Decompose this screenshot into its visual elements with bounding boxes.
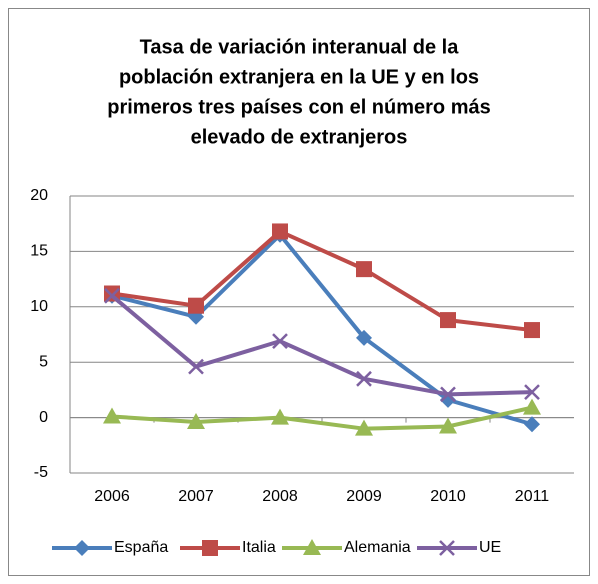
chart-title: elevado de extranjeros: [191, 126, 408, 148]
x-tick-label: 2009: [346, 488, 382, 505]
marker: [74, 540, 90, 556]
marker: [356, 261, 372, 278]
series-line: [111, 405, 533, 431]
marker: [524, 322, 540, 339]
legend-label: UE: [479, 539, 501, 556]
legend-label: España: [114, 539, 168, 556]
y-tick-label: 0: [39, 409, 48, 426]
marker: [188, 297, 204, 314]
series-line: [111, 229, 533, 333]
legend-label: Alemania: [344, 539, 411, 556]
marker: [524, 384, 540, 400]
x-tick-label: 2011: [515, 488, 550, 505]
marker: [271, 408, 289, 425]
marker: [272, 333, 288, 350]
marker: [356, 370, 372, 387]
marker: [202, 540, 218, 556]
chart-title: Tasa de variación interanual de la: [140, 36, 460, 58]
y-tick-label: 5: [39, 353, 48, 370]
x-tick-label: 2010: [430, 488, 466, 505]
marker: [303, 539, 321, 555]
marker: [187, 413, 205, 430]
marker: [439, 540, 455, 556]
chart-title: primeros tres países con el número más: [107, 96, 491, 118]
y-tick-label: 15: [30, 243, 48, 260]
marker: [355, 419, 373, 436]
x-tick-label: 2007: [178, 488, 214, 505]
x-tick-label: 2008: [262, 488, 298, 505]
marker: [104, 287, 120, 304]
marker: [103, 407, 121, 424]
marker: [188, 358, 204, 375]
marker: [272, 223, 288, 240]
marker: [440, 386, 456, 403]
marker: [439, 417, 457, 434]
y-tick-label: 20: [30, 187, 48, 204]
series-line: [111, 232, 533, 427]
y-tick-label: -5: [34, 464, 48, 481]
marker: [523, 398, 541, 415]
series-line: [110, 294, 533, 397]
legend-label: Italia: [242, 539, 276, 556]
marker: [356, 329, 372, 346]
x-tick-label: 2006: [94, 488, 130, 505]
chart-title: población extranjera en la UE y en los: [119, 66, 479, 88]
marker: [440, 312, 456, 329]
y-tick-label: 10: [30, 298, 48, 315]
marker: [524, 416, 540, 433]
